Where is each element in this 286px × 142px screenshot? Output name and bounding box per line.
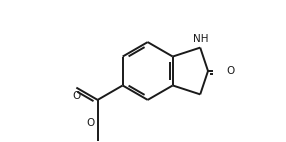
Text: O: O bbox=[227, 66, 235, 76]
Text: O: O bbox=[86, 118, 94, 128]
Text: NH: NH bbox=[193, 34, 209, 44]
Text: O: O bbox=[72, 91, 80, 101]
